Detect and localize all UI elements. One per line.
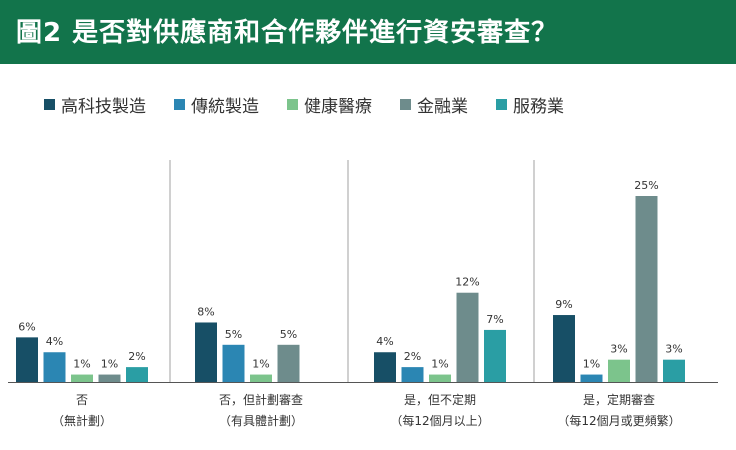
data-label-services-group-1: 2% (128, 350, 145, 363)
legend-swatch-traditional (174, 99, 185, 110)
bar-high-tech-group-2 (195, 322, 217, 382)
bar-high-tech-group-1 (16, 337, 38, 382)
data-label-healthcare-group-2: 1% (252, 358, 269, 371)
bar-services-group-4 (663, 359, 685, 382)
bar-finance-group-1 (98, 374, 121, 382)
category-sublabel-4: （每12個月或更頻繁） (557, 413, 680, 428)
data-label-services-group-4: 3% (665, 343, 682, 356)
data-label-finance-group-1: 1% (101, 358, 118, 371)
bar-services-group-3 (484, 329, 506, 382)
legend-swatch-high-tech (44, 99, 55, 110)
data-label-traditional-group-2: 5% (225, 328, 242, 341)
bar-healthcare-group-4 (608, 359, 630, 382)
data-label-high-tech-group-3: 4% (376, 335, 393, 348)
data-label-finance-group-3: 12% (455, 276, 479, 289)
legend-label-high-tech: 高科技製造 (61, 97, 146, 117)
data-label-finance-group-2: 5% (280, 328, 297, 341)
legend-item-traditional: 傳統製造 (174, 92, 259, 117)
legend-label-traditional: 傳統製造 (191, 97, 259, 117)
category-sublabel-2: （有具體計劃） (219, 413, 303, 428)
bar-healthcare-group-2 (250, 374, 272, 382)
category-sublabel-1: （無計劃） (52, 413, 112, 428)
legend-label-finance: 金融業 (417, 97, 468, 117)
title-bar: 圖2 是否對供應商和合作夥伴進行資安審查？ (0, 0, 736, 64)
data-label-high-tech-group-1: 6% (18, 320, 35, 333)
bar-high-tech-group-4 (553, 315, 575, 382)
legend-item-finance: 金融業 (400, 92, 468, 117)
data-label-traditional-group-1: 4% (46, 335, 63, 348)
legend-item-high-tech: 高科技製造 (44, 92, 146, 117)
bar-high-tech-group-3 (374, 352, 396, 382)
legend-swatch-services (496, 99, 507, 110)
category-label-4: 是，定期審查 (583, 392, 655, 407)
data-label-traditional-group-3: 2% (404, 350, 421, 363)
bar-finance-group-2 (277, 344, 300, 382)
legend-swatch-healthcare (287, 99, 298, 110)
legend-swatch-finance (400, 99, 411, 110)
category-sublabel-3: （每12個月以上） (390, 413, 489, 428)
data-label-traditional-group-4: 1% (583, 358, 600, 371)
legend: 高科技製造 傳統製造 健康醫療 金融業 服務業 (44, 92, 564, 117)
category-label-1: 否 (76, 393, 88, 407)
data-label-healthcare-group-4: 3% (610, 343, 627, 356)
legend-label-healthcare: 健康醫療 (304, 97, 372, 117)
bar-traditional-group-4 (580, 374, 603, 382)
bar-healthcare-group-1 (71, 374, 93, 382)
data-label-healthcare-group-1: 1% (73, 358, 90, 371)
category-label-2: 否，但計劃審查 (219, 392, 303, 407)
legend-item-services: 服務業 (496, 92, 564, 117)
bar-finance-group-4 (635, 196, 658, 382)
data-label-services-group-3: 7% (486, 313, 503, 326)
bar-traditional-group-2 (222, 344, 245, 382)
data-label-high-tech-group-4: 9% (555, 298, 572, 311)
bar-traditional-group-3 (401, 367, 424, 382)
data-label-high-tech-group-2: 8% (197, 305, 214, 318)
data-label-healthcare-group-3: 1% (431, 358, 448, 371)
bar-healthcare-group-3 (429, 374, 451, 382)
bar-finance-group-3 (456, 292, 479, 382)
bar-traditional-group-1 (43, 352, 66, 382)
data-label-finance-group-4: 25% (634, 179, 658, 192)
legend-item-healthcare: 健康醫療 (287, 92, 372, 117)
legend-label-services: 服務業 (513, 97, 564, 117)
category-label-3: 是，但不定期 (404, 392, 476, 407)
bar-services-group-1 (126, 367, 148, 382)
chart-title: 圖2 是否對供應商和合作夥伴進行資安審查？ (16, 18, 559, 48)
